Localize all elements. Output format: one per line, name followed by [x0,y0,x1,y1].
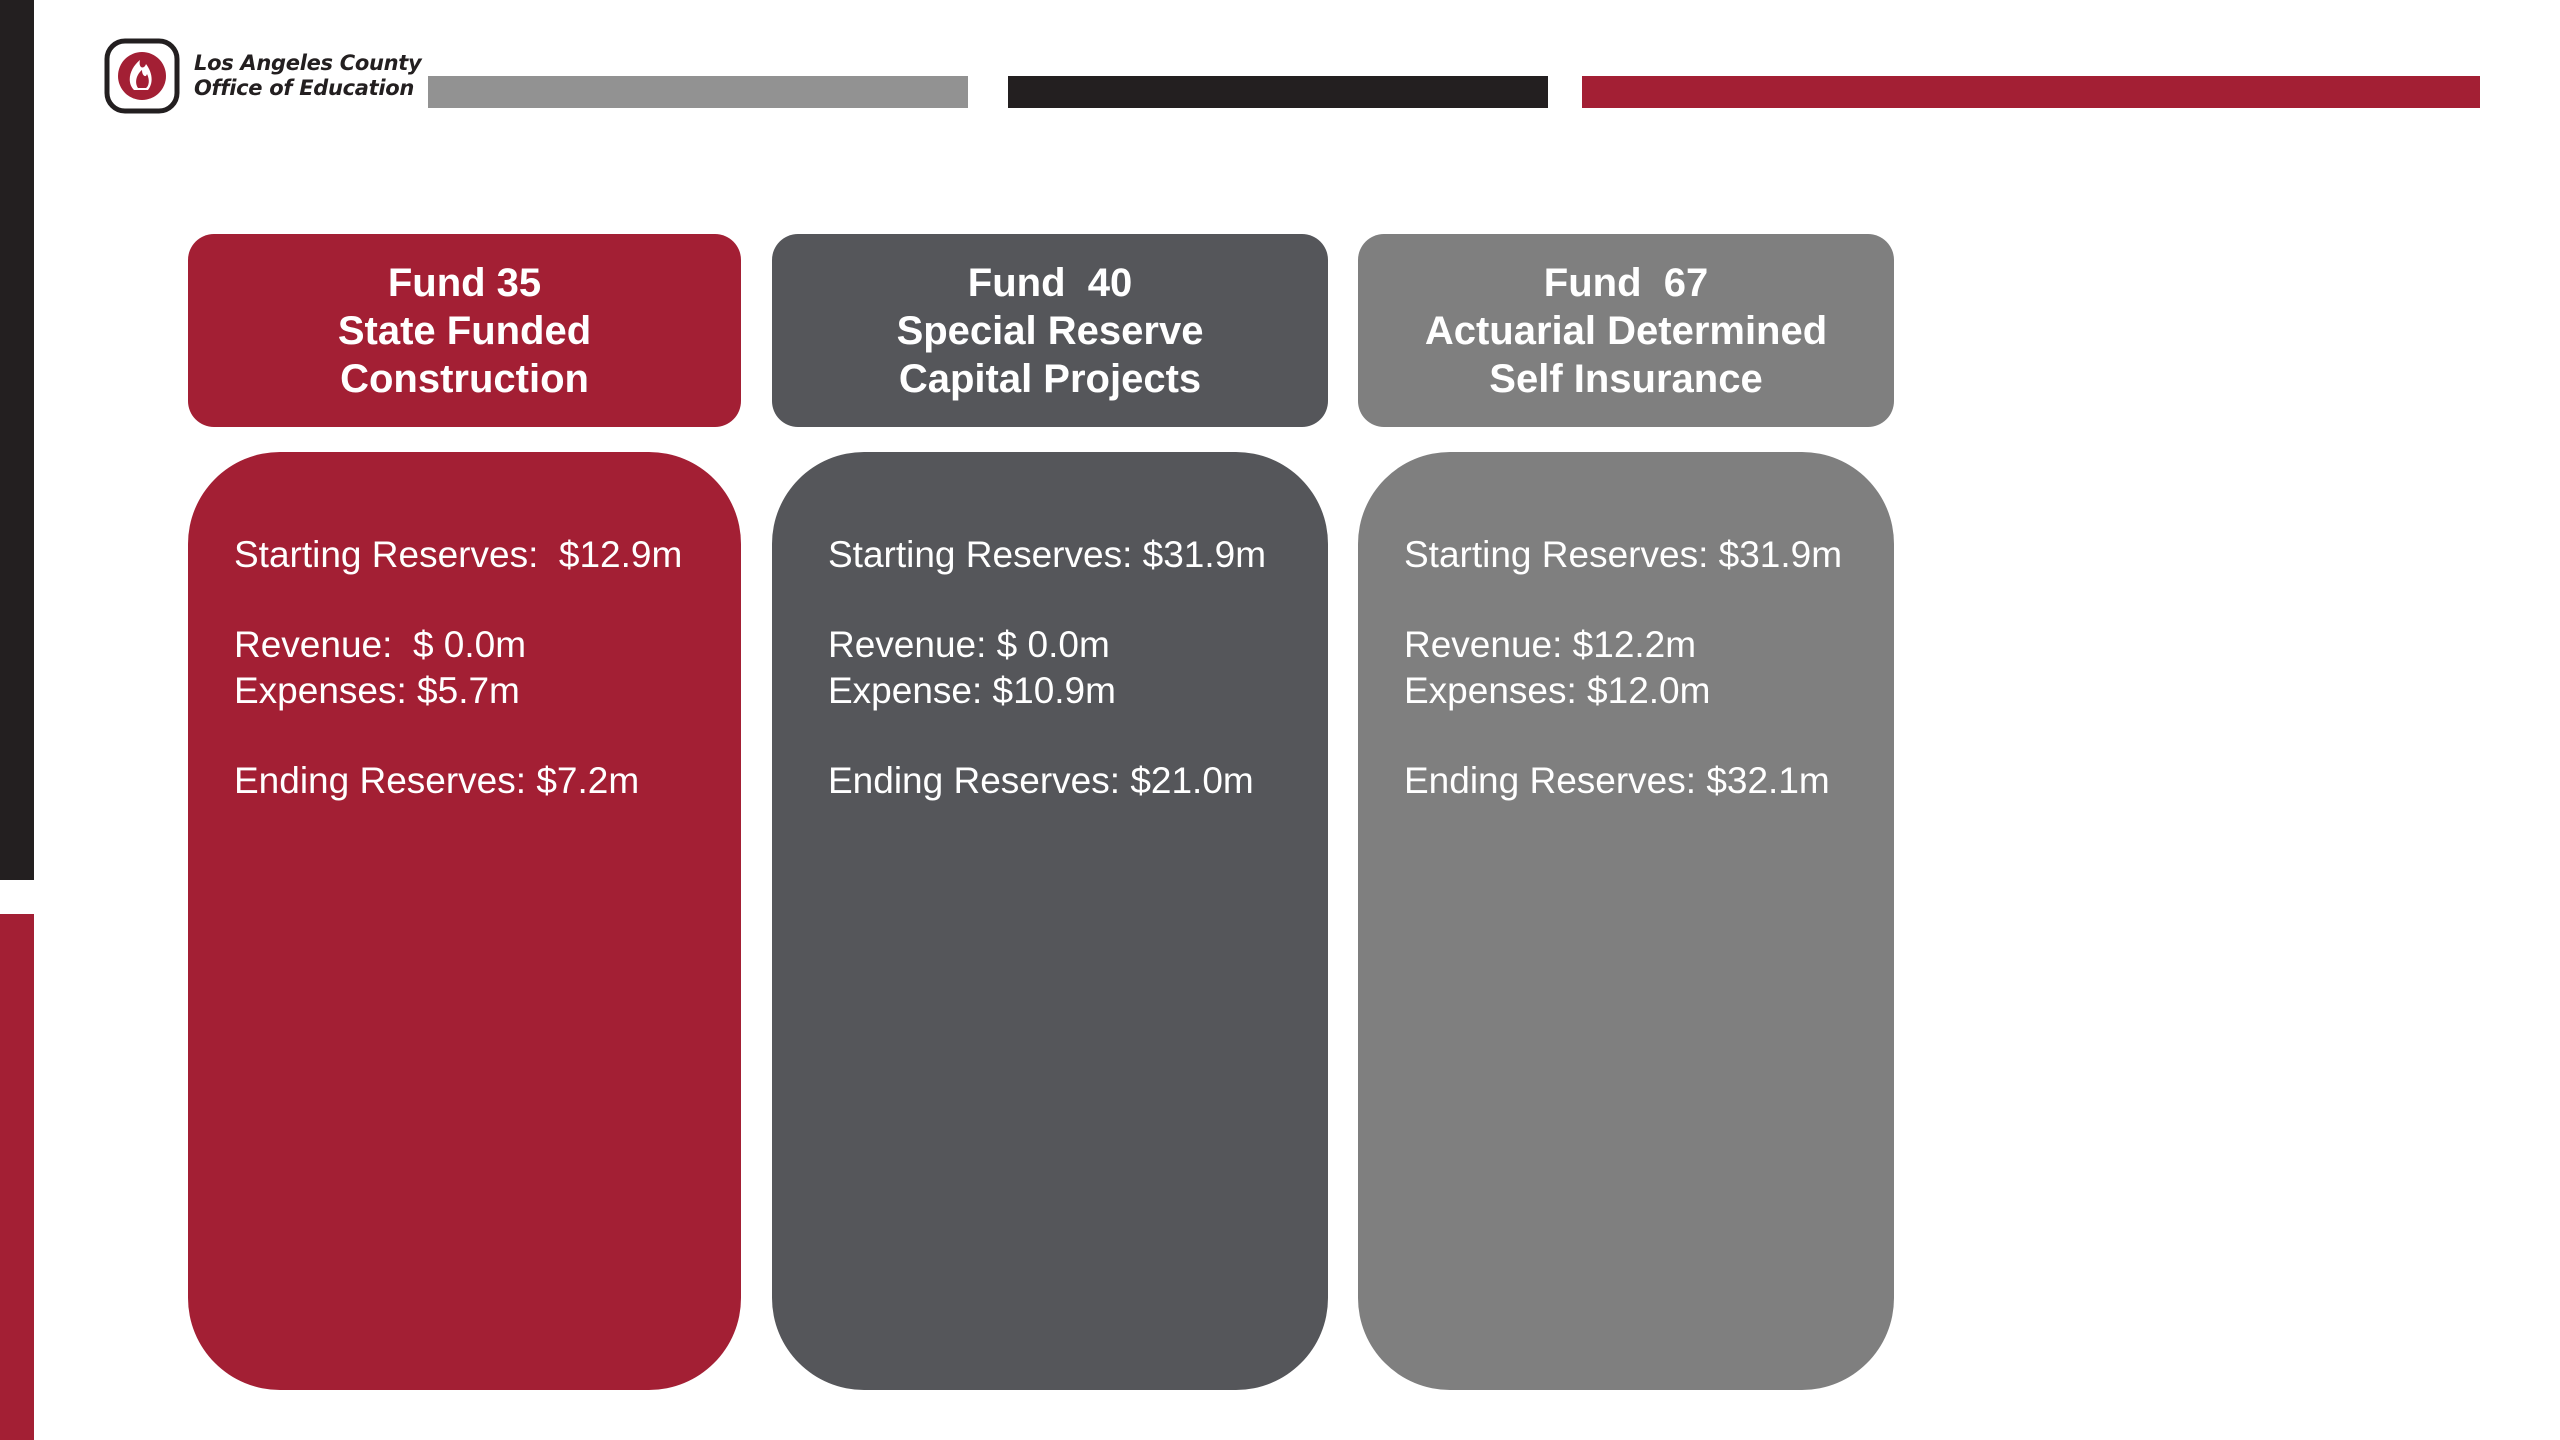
header-stripe-black [1008,76,1548,108]
fund-title: Fund 35 [387,260,542,305]
header-stripe-gray [428,76,968,108]
revenue: Revenue: $12.2m [1404,624,1697,665]
fund-35-details: Starting Reserves: $12.9m Revenue: $ 0.0… [188,452,741,1390]
torch-emblem-icon [104,38,180,114]
starting-reserves: Starting Reserves: $31.9m [1404,534,1843,575]
fund-40-details: Starting Reserves: $31.9m Revenue: $ 0.0… [772,452,1328,1390]
org-name-line2: Office of Education [194,76,415,100]
expenses: Expense: $10.9m [828,670,1116,711]
starting-reserves: Starting Reserves: $12.9m [234,534,683,575]
fund-35-header: Fund 35 State Funded Construction [188,234,741,427]
fund-title: Fund 67 [1543,260,1709,305]
fund-subtitle-line2: Construction [340,356,589,401]
fund-title: Fund 40 [967,260,1133,305]
starting-reserves: Starting Reserves: $31.9m [828,534,1267,575]
expenses: Expenses: $5.7m [234,670,520,711]
org-name-line1: Los Angeles County [194,51,422,75]
ending-reserves: Ending Reserves: $32.1m [1404,760,1830,801]
fund-subtitle-line1: State Funded [337,308,592,353]
fund-subtitle-line2: Capital Projects [898,356,1202,401]
revenue: Revenue: $ 0.0m [234,624,527,665]
left-edge-red-bar [0,914,34,1440]
lacoe-logo: Los Angeles County Office of Education [104,38,422,114]
ending-reserves: Ending Reserves: $7.2m [234,760,640,801]
fund-67-details: Starting Reserves: $31.9m Revenue: $12.2… [1358,452,1894,1390]
fund-67-header: Fund 67 Actuarial Determined Self Insura… [1358,234,1894,427]
revenue: Revenue: $ 0.0m [828,624,1110,665]
ending-reserves: Ending Reserves: $21.0m [828,760,1254,801]
header-stripe-red [1582,76,2480,108]
fund-subtitle-line1: Actuarial Determined [1424,308,1828,353]
left-edge-dark-bar [0,0,34,880]
fund-subtitle-line1: Special Reserve [896,308,1204,353]
org-name: Los Angeles County Office of Education [194,51,422,101]
fund-40-header: Fund 40 Special Reserve Capital Projects [772,234,1328,427]
fund-subtitle-line2: Self Insurance [1489,356,1763,401]
expenses: Expenses: $12.0m [1404,670,1711,711]
